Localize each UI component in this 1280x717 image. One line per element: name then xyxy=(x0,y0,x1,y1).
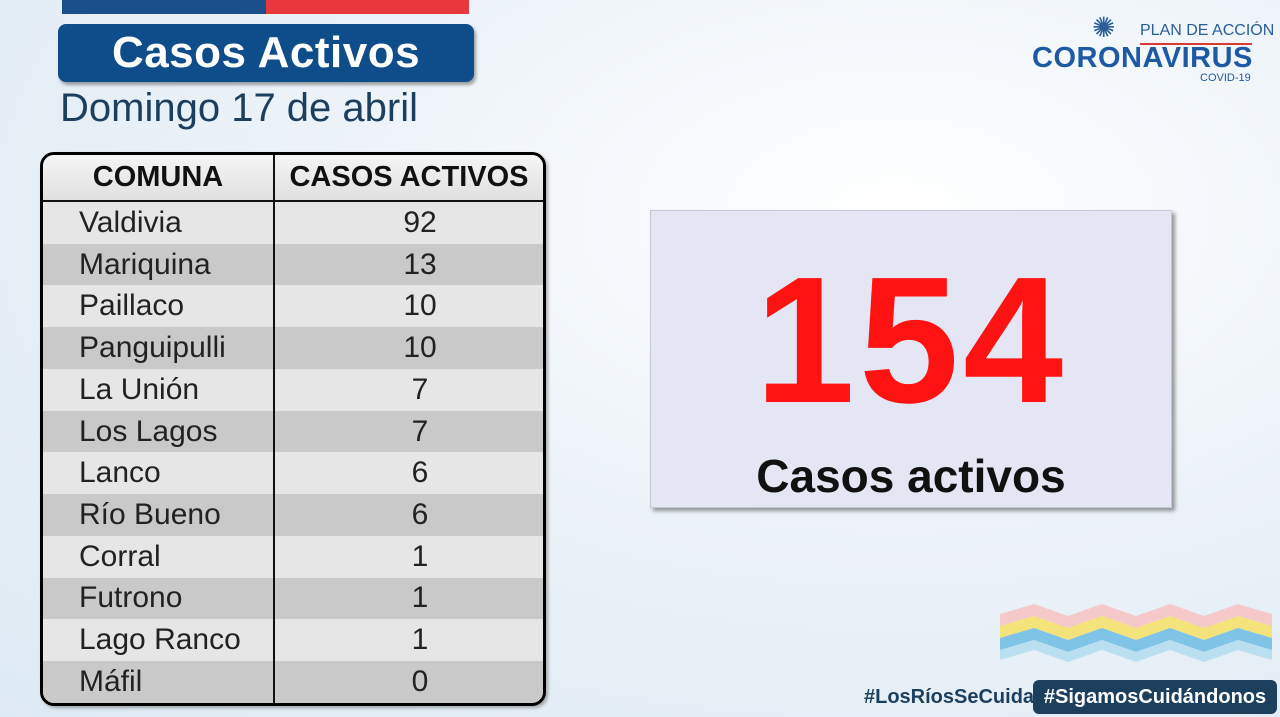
table-row: La Unión 7 xyxy=(43,368,543,411)
casos-cell: 0 xyxy=(274,661,543,703)
total-cases-label: Casos activos xyxy=(756,450,1066,502)
column-header-comuna: COMUNA xyxy=(43,155,275,202)
casos-cell: 7 xyxy=(274,410,543,453)
virus-icon: ✺ xyxy=(1092,12,1116,43)
table-row: Panguipulli 10 xyxy=(43,327,543,369)
casos-cell: 6 xyxy=(274,452,543,495)
casos-cell: 92 xyxy=(274,201,543,244)
title-banner: Casos Activos xyxy=(58,24,474,82)
casos-cell: 1 xyxy=(274,619,543,662)
comuna-cell: Los Lagos xyxy=(43,410,275,453)
logo-sub: COVID-19 xyxy=(1200,72,1251,84)
comuna-cell: Panguipulli xyxy=(43,327,275,369)
coronavirus-logo: ✺ PLAN DE ACCIÓN CORONAVIRUS COVID-19 xyxy=(1030,12,1274,85)
table-row: Paillaco 10 xyxy=(43,285,543,328)
comuna-cell: Corral xyxy=(43,535,275,578)
page-title: Casos Activos xyxy=(111,28,421,77)
page-date: Domingo 17 de abril xyxy=(60,86,418,130)
top-color-bar xyxy=(62,0,469,14)
casos-cell: 7 xyxy=(274,368,543,411)
casos-cell: 10 xyxy=(274,327,543,369)
comuna-cell: Mariquina xyxy=(43,243,275,286)
comuna-cell: Lago Ranco xyxy=(43,619,275,662)
table-header-row: COMUNA CASOS ACTIVOS xyxy=(43,155,543,202)
table-row: Lago Ranco 1 xyxy=(43,619,543,662)
comuna-cell: Máfil xyxy=(43,661,275,703)
comuna-cell: Valdivia xyxy=(43,201,275,244)
casos-cell: 6 xyxy=(274,494,543,536)
waves-graphic xyxy=(1000,604,1272,662)
total-cases-card: 154 Casos activos xyxy=(650,210,1172,508)
table-row: Mariquina 13 xyxy=(43,243,543,286)
hashtag-los-rios: #LosRíosSeCuida xyxy=(864,686,1035,708)
comuna-cell: Río Bueno xyxy=(43,494,275,536)
comuna-cell: Lanco xyxy=(43,452,275,495)
table-row: Corral 1 xyxy=(43,535,543,578)
logo-divider xyxy=(1140,43,1252,45)
casos-cell: 10 xyxy=(274,285,543,328)
table-row: Los Lagos 7 xyxy=(43,410,543,453)
table-row: Máfil 0 xyxy=(43,661,543,703)
comuna-cell: Futrono xyxy=(43,577,275,620)
comuna-cell: Paillaco xyxy=(43,285,275,328)
top-bar-red xyxy=(265,0,469,14)
table-row: Río Bueno 6 xyxy=(43,494,543,536)
logo-plan-text: PLAN DE ACCIÓN xyxy=(1140,22,1275,39)
logo-name: CORONAVIRUS xyxy=(1032,42,1253,74)
casos-cell: 1 xyxy=(274,535,543,578)
casos-cell: 13 xyxy=(274,243,543,286)
casos-cell: 1 xyxy=(274,577,543,620)
table-row: Lanco 6 xyxy=(43,452,543,495)
cases-table: COMUNA CASOS ACTIVOS Valdivia 92 Mariquin… xyxy=(40,152,546,706)
top-bar-blue xyxy=(62,0,266,14)
total-cases-number: 154 xyxy=(754,240,1068,441)
comuna-cell: La Unión xyxy=(43,368,275,411)
hashtag-sigamos: #SigamosCuidándonos xyxy=(1033,680,1277,714)
table-row: Futrono 1 xyxy=(43,577,543,620)
column-header-casos: CASOS ACTIVOS xyxy=(274,155,543,202)
table-row: Valdivia 92 xyxy=(43,201,543,244)
